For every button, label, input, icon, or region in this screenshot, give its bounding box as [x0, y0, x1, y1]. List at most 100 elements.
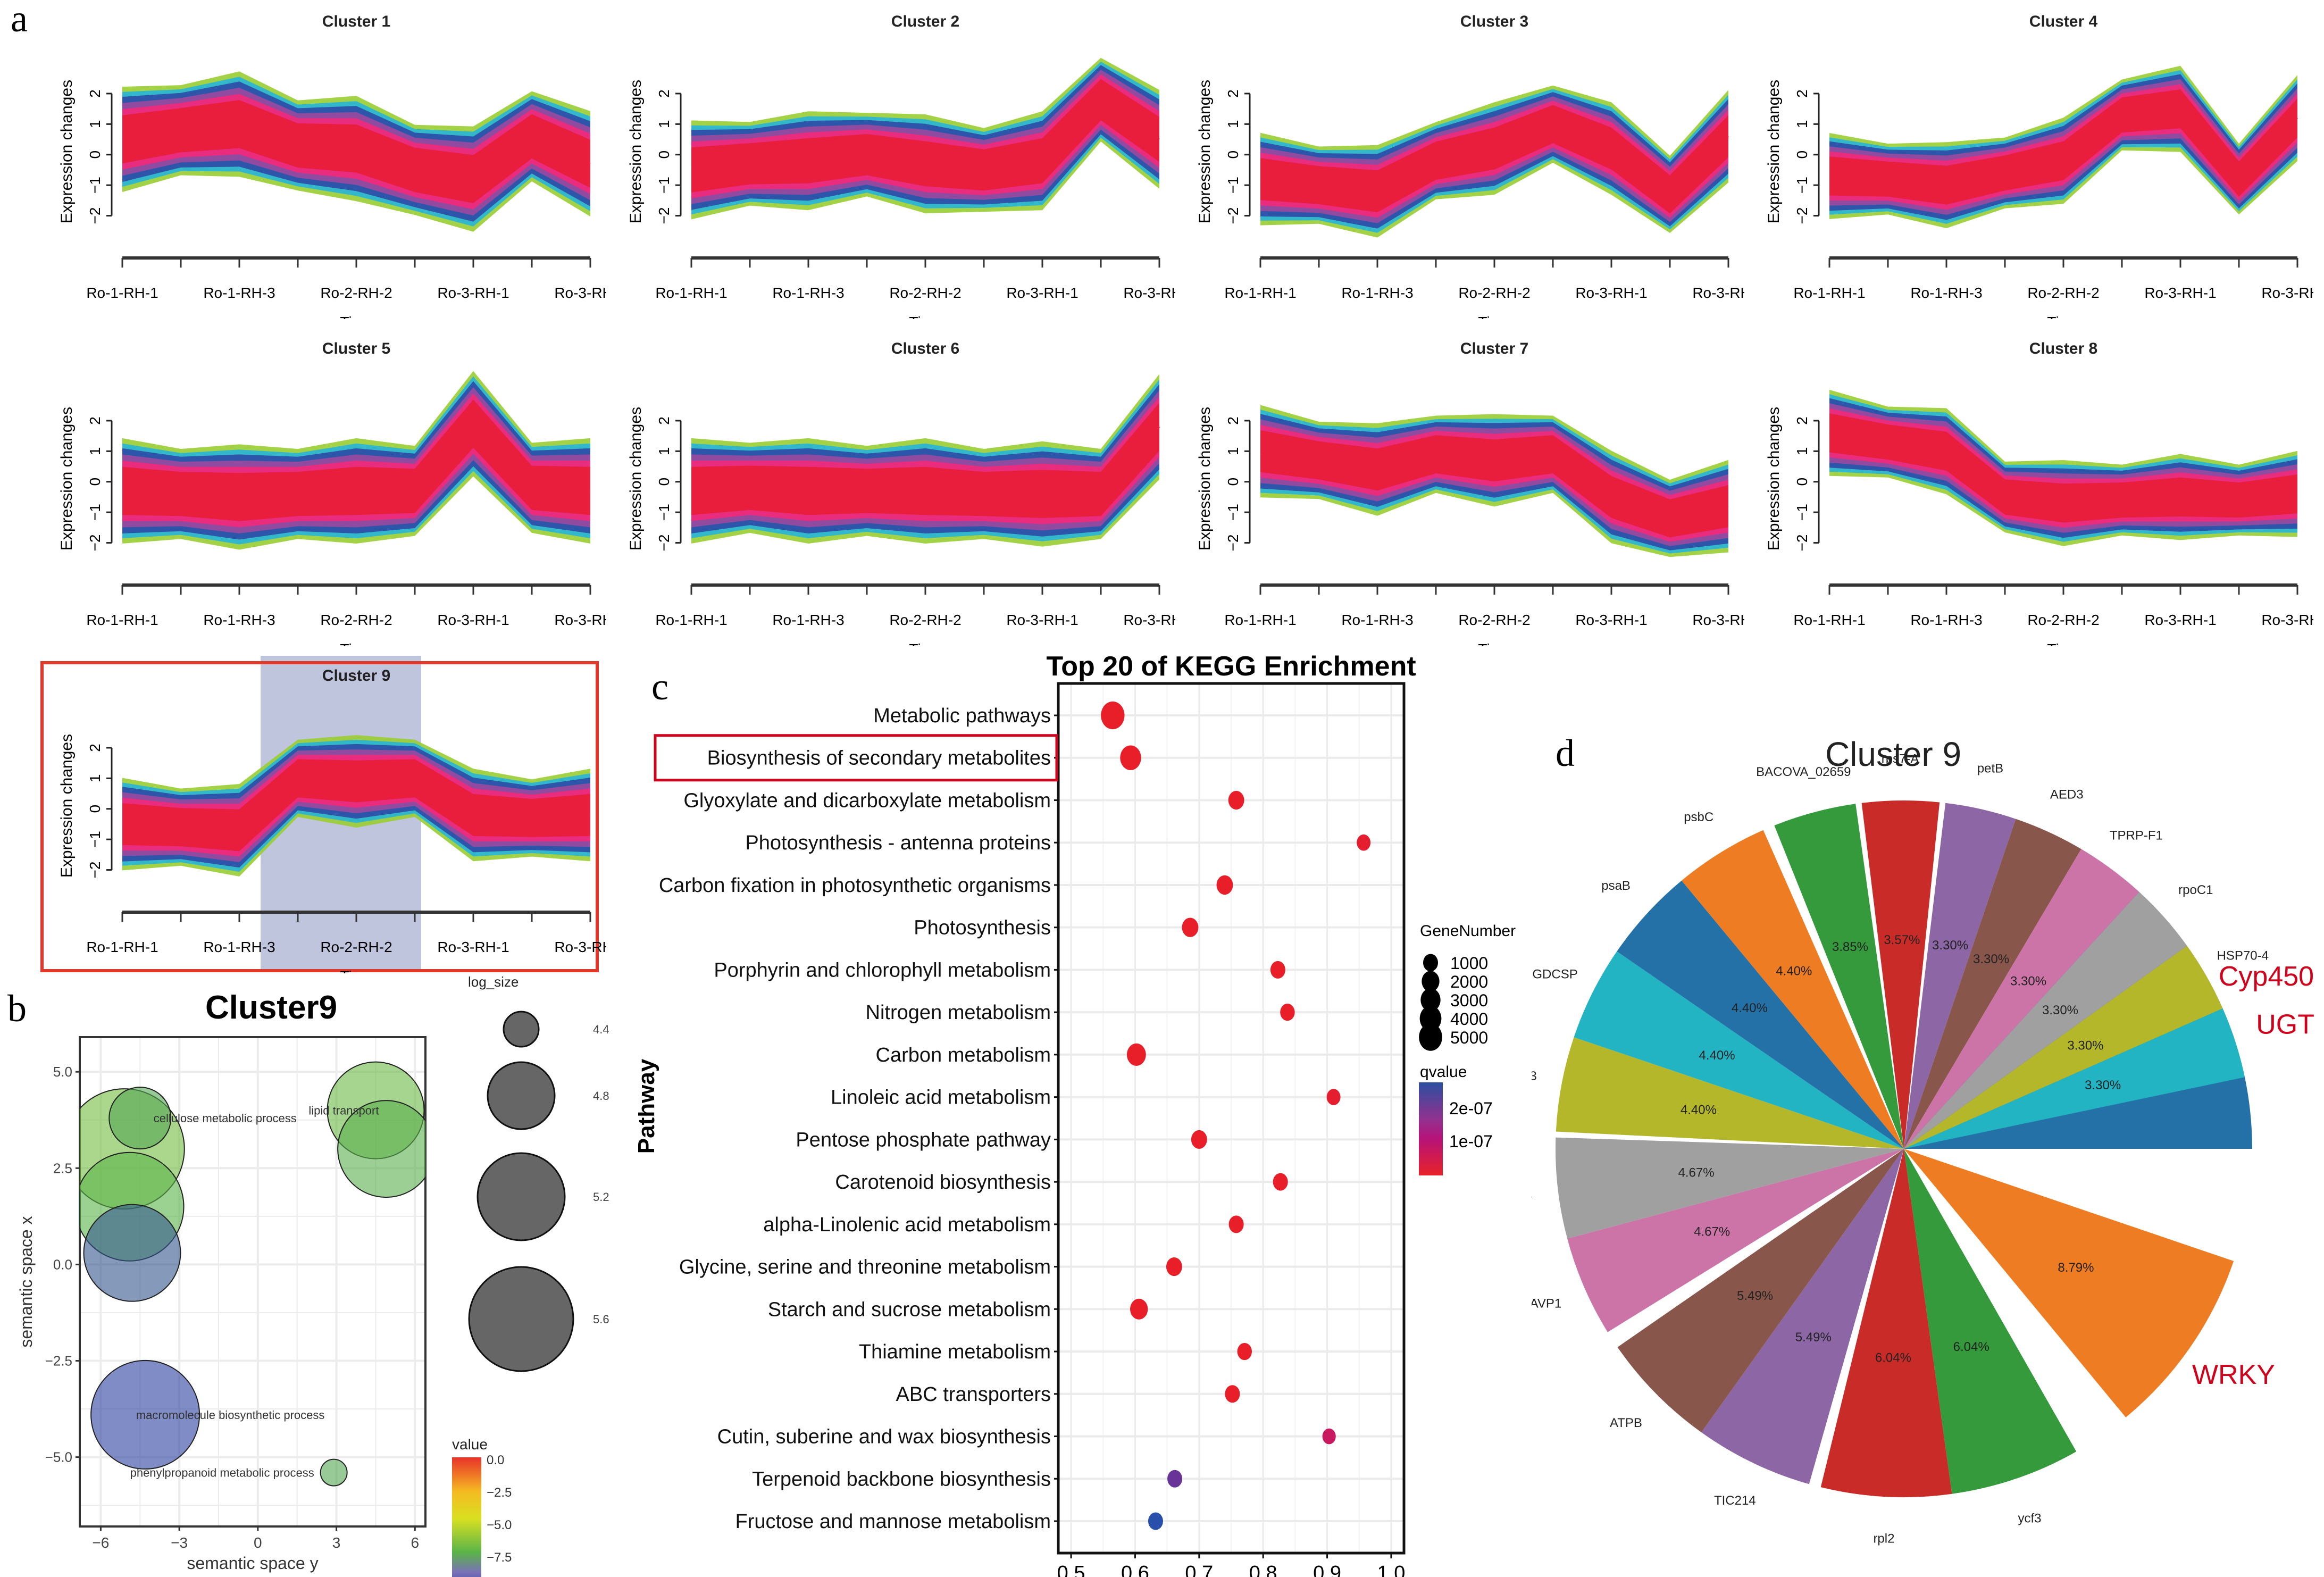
pathway-dot — [1273, 1173, 1288, 1191]
x-axis-label: Time — [2047, 641, 2079, 646]
pathway-dot — [1322, 1428, 1336, 1445]
mean-profile-line — [122, 777, 591, 831]
panel-letter-a: a — [11, 0, 28, 40]
mean-profile-line — [691, 426, 1160, 495]
go-term-label: phenylpropanoid metabolic process — [130, 1466, 314, 1480]
cluster-plot-7: Cluster 7 −2 −1 0 1 2 Expression changes Ro-1-R… — [1181, 327, 1760, 646]
pie-percent-label: 3.30% — [2067, 1038, 2103, 1053]
pathway-label: Porphyrin and chlorophyll metabolism — [714, 959, 1051, 981]
pathway-label: Biosynthesis of secondary metabolites — [707, 747, 1051, 770]
pathway-dot — [1182, 917, 1199, 937]
pie-slice-label: rpoC1 — [2178, 883, 2213, 897]
pathway-label: Carbon metabolism — [876, 1044, 1051, 1066]
pie-percent-label: 3.30% — [1973, 952, 2009, 966]
pathway-label: Metabolic pathways — [873, 705, 1051, 727]
pie-slice-label: rpl2 — [1873, 1532, 1894, 1546]
x-tick-label: Ro-1-RH-3 — [1910, 285, 1982, 301]
mean-profile-line — [1260, 450, 1729, 520]
pathway-label: Fructose and mannose metabolism — [735, 1511, 1051, 1533]
cluster-plot-8: Cluster 8 −2 −1 0 1 2 Expression changes Ro-1-R… — [1750, 327, 2324, 646]
y-tick-label: −2 — [656, 207, 672, 224]
pathway-label: Glycine, serine and threonine metabolism — [679, 1256, 1051, 1279]
color-legend-label: −2.5 — [487, 1486, 512, 1500]
x-axis-label: Time — [340, 641, 372, 646]
pathway-dot — [1225, 1385, 1240, 1403]
y-tick-label: 1 — [1225, 447, 1241, 456]
x-tick-label: Ro-2-RH-2 — [1458, 612, 1530, 628]
y-tick-label: −2 — [1225, 535, 1241, 552]
pie-percent-label: 3.30% — [2042, 1003, 2078, 1017]
size-legend-title: log_size — [468, 974, 519, 990]
x-tick-label: Ro-1-RH-3 — [203, 939, 275, 955]
size-legend-dot — [1419, 1006, 1442, 1031]
pie-slice-label: TIC214 — [1714, 1493, 1756, 1508]
pie-slice — [1861, 800, 1940, 1149]
y-tick-label: 0 — [87, 478, 103, 486]
color-legend-title: qvalue — [1420, 1063, 1467, 1081]
y-tick-label: 1 — [1794, 120, 1810, 129]
pathway-dot — [1228, 1215, 1244, 1233]
y-tick-label: −2 — [87, 535, 103, 552]
y-axis-label: Expression changes — [1196, 407, 1214, 550]
pie-percent-label: 4.40% — [1732, 1001, 1768, 1015]
pie-highlight-label: Cyp450 — [2219, 961, 2314, 992]
go-term-label: lipid transport — [308, 1104, 379, 1117]
pathway-dot — [1357, 834, 1371, 851]
cluster-svg: Cluster 7 −2 −1 0 1 2 Expression changes Ro-1-R… — [1196, 340, 1744, 646]
x-tick-label: Ro-3-RH-3 — [554, 285, 606, 301]
pie-slice — [1904, 849, 2139, 1149]
highlight-box — [654, 734, 1058, 782]
cluster-plot-1: Cluster 1 −2 −1 0 1 2 Expression changes Ro-1-R… — [43, 0, 622, 319]
y-tick-label: −1 — [87, 831, 103, 848]
x-tick-label: 0.6 — [1121, 1562, 1149, 1577]
qvalue-legend-label: 1e-07 — [1449, 1132, 1493, 1151]
go-term-bubble — [337, 1100, 425, 1198]
pie-highlight-label: UGT — [2256, 1009, 2314, 1040]
pathway-dot — [1101, 701, 1125, 730]
y-axis-label: Expression changes — [1765, 407, 1783, 550]
cluster-svg: Cluster 6 −2 −1 0 1 2 Expression changes Ro-1-R… — [627, 340, 1175, 646]
size-legend-label: 3000 — [1450, 991, 1488, 1010]
x-tick-label: Ro-1-RH-1 — [655, 612, 727, 628]
pie-slice-label: ycf3 — [2018, 1511, 2041, 1525]
x-tick-label: Ro-1-RH-1 — [86, 285, 158, 301]
cluster9-highlight-box — [40, 661, 599, 972]
y-tick-label: −1 — [656, 504, 672, 521]
pie-percent-label: 4.67% — [1694, 1225, 1730, 1239]
qvalue-legend-label: 2e-07 — [1449, 1099, 1493, 1118]
y-axis-label: Expression changes — [58, 407, 76, 550]
pie-slice — [1904, 803, 2016, 1149]
x-tick-label: Ro-2-RH-2 — [1458, 285, 1530, 301]
y-tick-label: 1 — [87, 120, 103, 129]
pathway-label: Photosynthesis - antenna proteins — [745, 832, 1051, 854]
x-tick-label: Ro-3-RH-3 — [1123, 285, 1175, 301]
x-tick-label: Ro-3-RH-3 — [2261, 612, 2313, 628]
x-tick-label: 6 — [411, 1534, 420, 1551]
y-tick-label: 2 — [87, 89, 103, 98]
cluster-title: Cluster 9 — [322, 667, 390, 685]
plot-frame — [1057, 682, 1406, 1555]
y-axis-label: Expression changes — [627, 407, 645, 550]
pie-slice-label: ATPB — [1610, 1416, 1642, 1430]
x-tick-label: Ro-3-RH-1 — [1575, 612, 1647, 628]
pathway-label: alpha-Linolenic acid metabolism — [763, 1214, 1051, 1236]
panel-d-pie-chart: Cluster 914.01%Cyp4508.79%WRKY6.04%ycf36… — [1532, 735, 2314, 1546]
pie-slice-label: ART3 — [1532, 1069, 1537, 1083]
cluster-title: Cluster 7 — [1460, 340, 1528, 357]
x-tick-label: 0.9 — [1313, 1562, 1341, 1577]
go-term-bubble — [83, 1204, 181, 1302]
bubble-plot-title: Cluster9 — [205, 989, 337, 1026]
y-tick-label: 2 — [1794, 89, 1810, 98]
expression-band — [122, 759, 590, 852]
y-tick-label: −1 — [656, 177, 672, 194]
pathway-label: Cutin, suberine and wax biosynthesis — [717, 1426, 1051, 1448]
x-axis-label: Time — [1478, 641, 1510, 646]
x-tick-label: Ro-2-RH-2 — [320, 612, 392, 628]
pie-slice-label: AED3 — [2050, 787, 2084, 802]
panel-c-kegg-enrichment: Top 20 of KEGG Enrichment Metabolic pathw… — [638, 654, 1516, 1577]
y-tick-label: −2 — [87, 862, 103, 879]
size-legend-label: 5.6 — [593, 1313, 609, 1326]
x-tick-label: Ro-3-RH-1 — [1575, 285, 1647, 301]
y-tick-label: 1 — [656, 120, 672, 129]
plot-frame-border — [79, 1036, 427, 1528]
